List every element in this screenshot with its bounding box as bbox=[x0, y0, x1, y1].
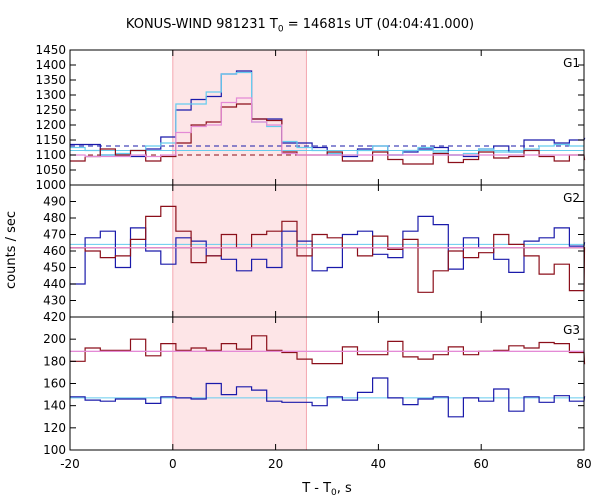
panel-G2-ytick-label: 490 bbox=[43, 195, 66, 209]
panel-G1-ytick-label: 1000 bbox=[35, 178, 66, 192]
panel-G2-ytick-label: 470 bbox=[43, 228, 66, 242]
panel-G1-ytick-label: 1350 bbox=[35, 73, 66, 87]
panel-G3-ytick-label: 140 bbox=[43, 399, 66, 413]
panel-G1-ytick-label: 1050 bbox=[35, 163, 66, 177]
trigger-interval-band bbox=[172, 50, 307, 450]
panel-frames bbox=[69, 49, 585, 451]
panel-label-G1: G1 bbox=[563, 56, 580, 70]
xtick-label: -20 bbox=[60, 457, 80, 471]
panel-G3-ytick-label: 120 bbox=[43, 421, 66, 435]
xtick-label: 60 bbox=[474, 457, 489, 471]
y-axis-label: counts / sec bbox=[4, 211, 19, 289]
panel-G1-ytick-label: 1400 bbox=[35, 58, 66, 72]
xtick-label: 40 bbox=[371, 457, 386, 471]
highlight-band bbox=[172, 50, 307, 450]
panel-G2-series-0 bbox=[70, 215, 586, 285]
panel-G3-frame bbox=[69, 316, 585, 451]
series-layer bbox=[70, 70, 586, 418]
panel-G2-series-1 bbox=[70, 205, 586, 293]
panel-G3-ytick-label: 160 bbox=[43, 377, 66, 391]
panel-G1-series-2 bbox=[70, 103, 586, 165]
panel-G1-ytick-label: 1150 bbox=[35, 133, 66, 147]
panel-G1-ytick-label: 1200 bbox=[35, 118, 66, 132]
chart-title: KONUS-WIND 981231 T0 = 14681s UT (04:04:… bbox=[125, 17, 475, 35]
panel-G2-ytick-label: 430 bbox=[43, 294, 66, 308]
panel-G1-series-0 bbox=[70, 70, 586, 158]
panel-G1-ytick-label: 1250 bbox=[35, 103, 66, 117]
panel-label-G2: G2 bbox=[563, 191, 580, 205]
panel-G3-ytick-label: 200 bbox=[43, 332, 66, 346]
panel-label-G3: G3 bbox=[563, 323, 580, 337]
panel-G2-ytick-label: 450 bbox=[43, 261, 66, 275]
panel-G1-ytick-label: 1100 bbox=[35, 148, 66, 162]
panel-G3-series-0 bbox=[70, 377, 586, 418]
panel-G2-ytick-label: 440 bbox=[43, 277, 66, 291]
panel-G2-ytick-label: 480 bbox=[43, 211, 66, 225]
axis-text: 1000105011001150120012501300135014001450… bbox=[4, 43, 592, 498]
panel-G1-frame bbox=[69, 49, 585, 186]
panel-G1-series-1 bbox=[70, 71, 585, 156]
panel-G1-series-3 bbox=[70, 97, 585, 158]
panel-G3-ytick-label: 100 bbox=[43, 443, 66, 457]
xtick-label: 0 bbox=[169, 457, 177, 471]
xtick-label: 80 bbox=[576, 457, 591, 471]
xtick-label: 20 bbox=[268, 457, 283, 471]
panel-G1-ytick-label: 1450 bbox=[35, 43, 66, 57]
panel-G3-ytick-label: 180 bbox=[43, 354, 66, 368]
panel-G3-series-1 bbox=[70, 335, 586, 365]
panel-G1-ytick-label: 1300 bbox=[35, 88, 66, 102]
x-axis-label: T - T0, s bbox=[301, 481, 352, 498]
panel-G2-ytick-label: 460 bbox=[43, 244, 66, 258]
panel-G2-ytick-label: 420 bbox=[43, 310, 66, 324]
